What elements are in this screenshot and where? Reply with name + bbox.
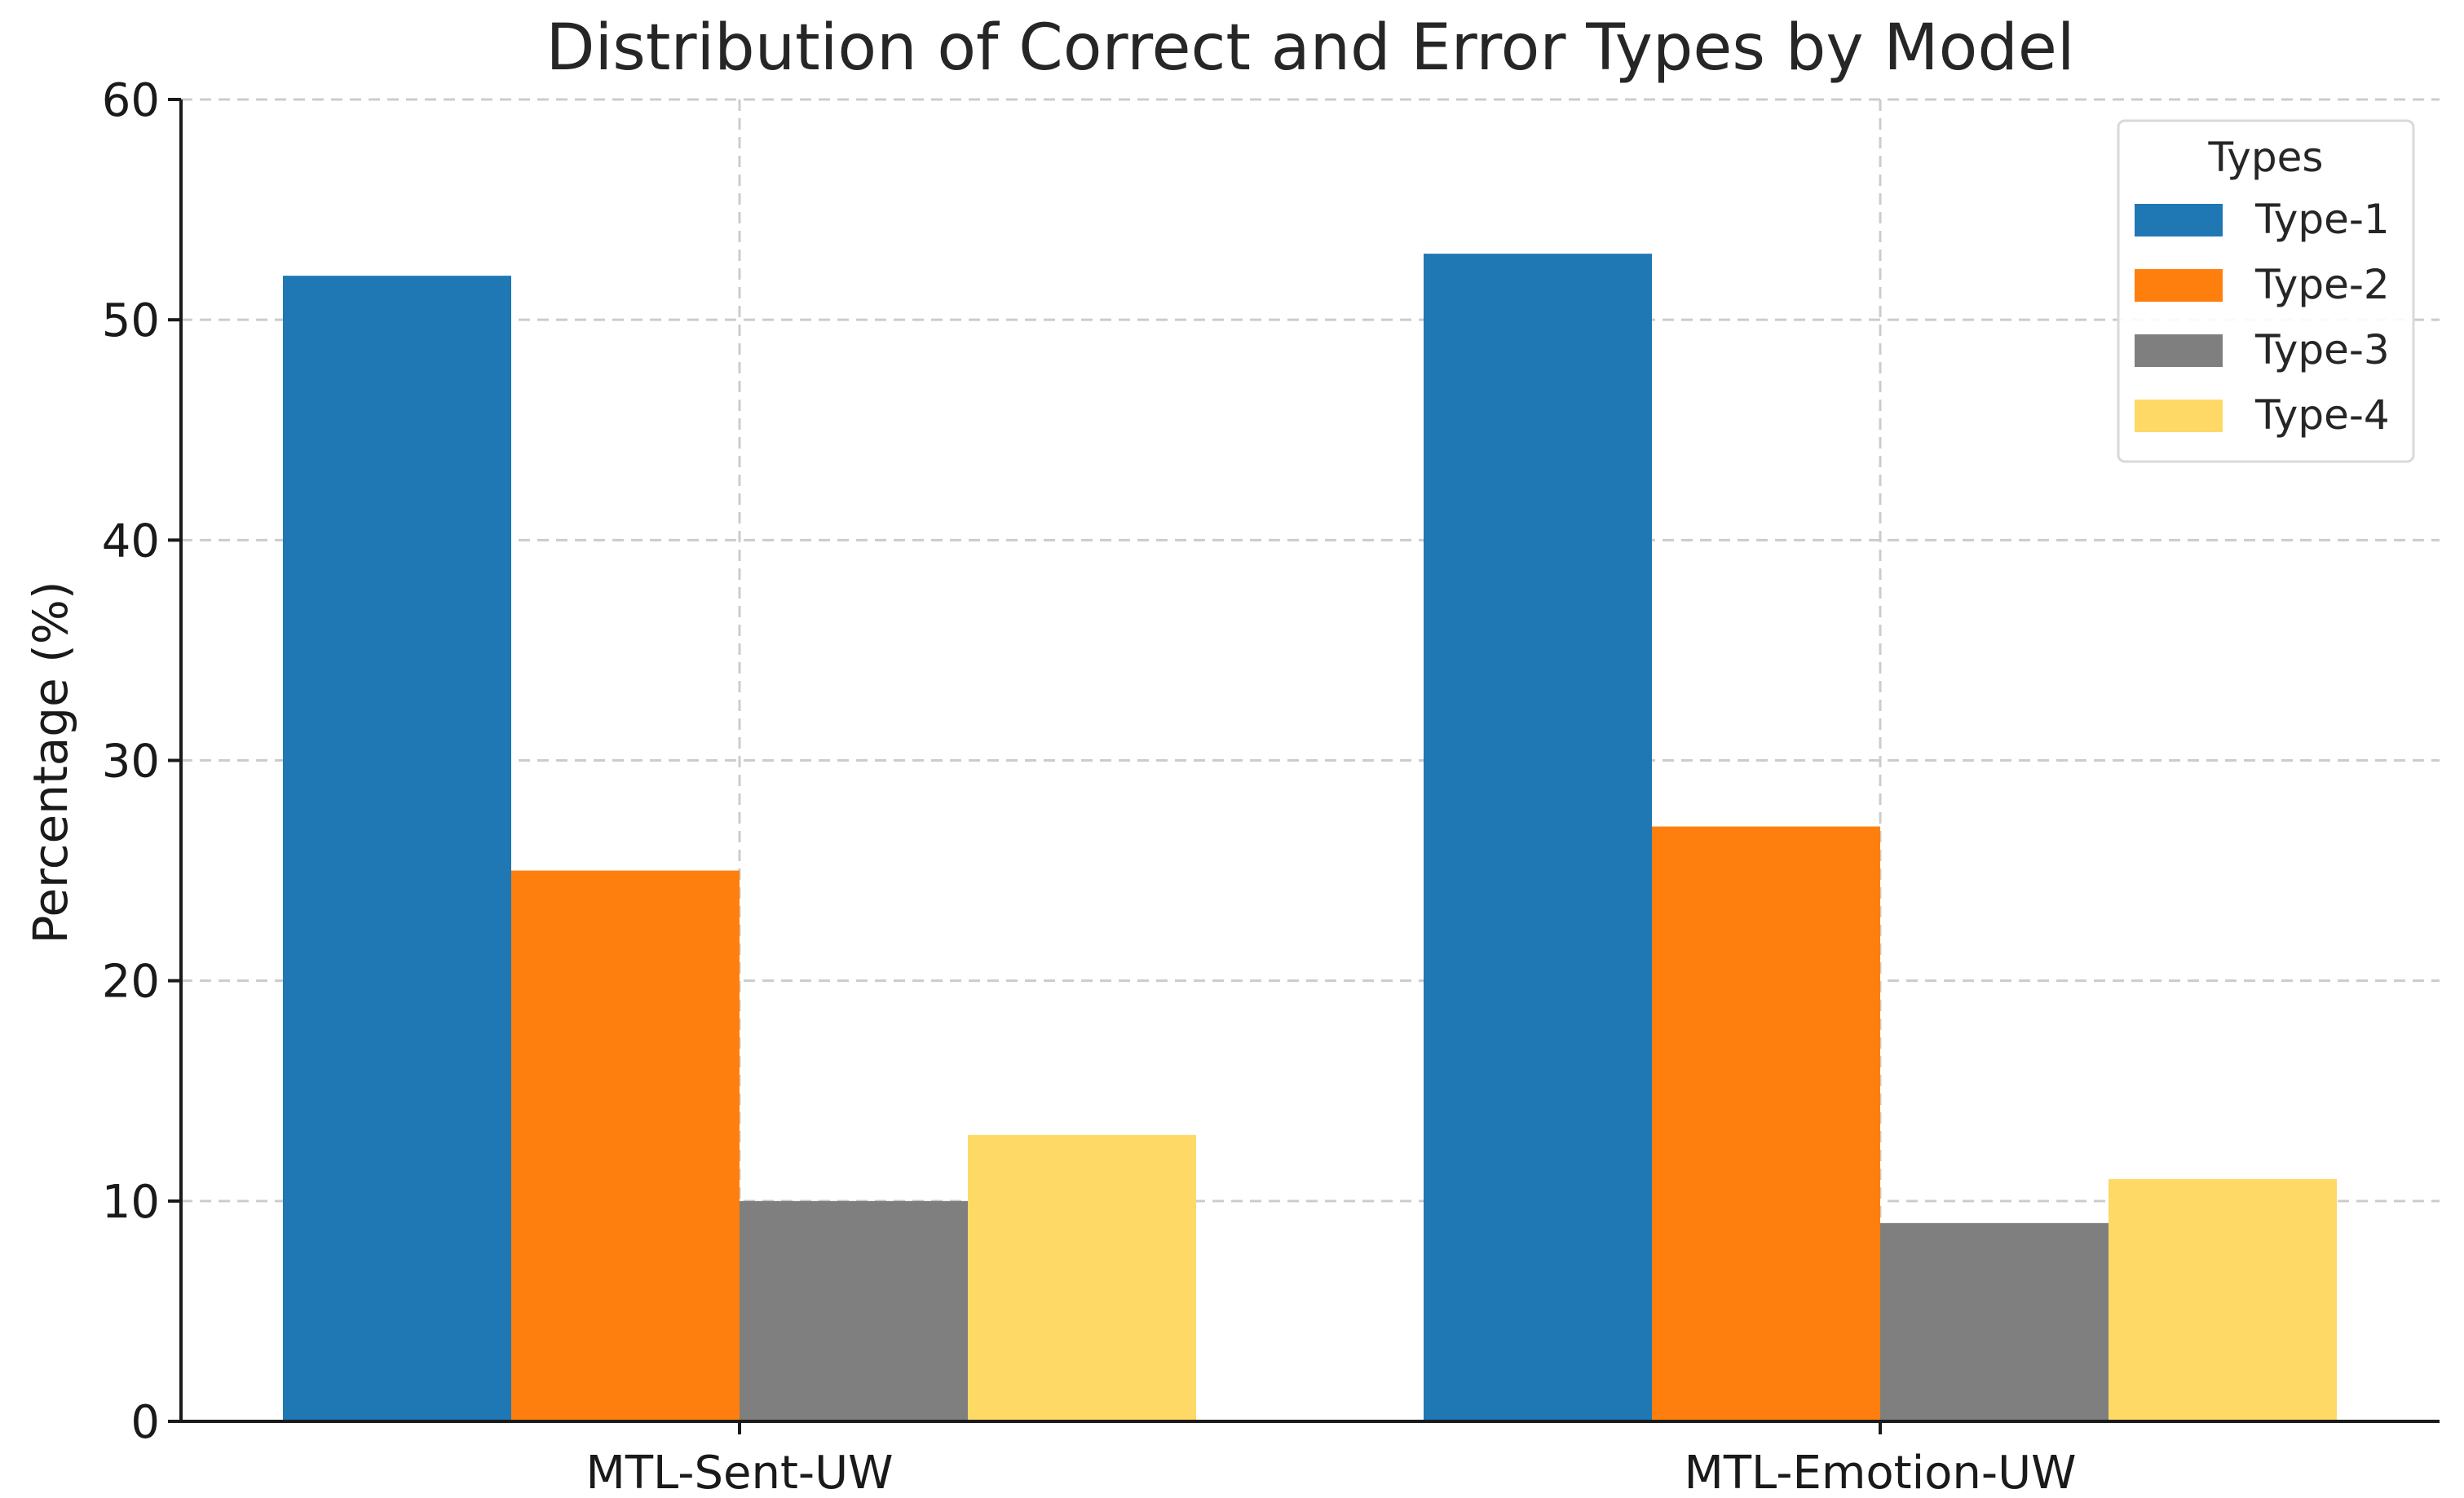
y-tick-label: 30 [102,736,160,789]
legend-title: Types [2208,134,2324,181]
y-tick-label: 60 [102,74,160,127]
legend: Types Type-1 Type-2 Type-3 Type-4 [2117,119,2415,463]
bar-type-3-mtl-sent-uw [740,1200,968,1421]
y-axis-label: Percentage (%) [23,581,78,943]
legend-label-type-1: Type-1 [2254,196,2390,243]
y-tick-label: 0 [130,1396,160,1449]
bar-type-4-mtl-emotion-uw [2109,1178,2337,1421]
bars [283,254,2337,1422]
legend-swatch-type-2 [2135,269,2223,302]
y-tick-labels: 0 10 20 30 40 50 60 [102,74,160,1449]
bar-type-4-mtl-sent-uw [968,1134,1196,1421]
axes [168,98,2440,1434]
y-tick-label: 10 [102,1176,160,1229]
bar-type-2-mtl-emotion-uw [1652,826,1880,1421]
legend-swatch-type-4 [2135,400,2223,432]
bar-type-1-mtl-emotion-uw [1424,254,1652,1421]
y-tick-label: 50 [102,294,160,347]
x-tick-labels: MTL-Sent-UW MTL-Emotion-UW [586,1447,2077,1498]
legend-label-type-2: Type-2 [2254,261,2390,308]
x-tick-label: MTL-Sent-UW [586,1447,894,1498]
legend-label-type-3: Type-3 [2254,326,2390,373]
legend-swatch-type-3 [2135,334,2223,367]
legend-swatch-type-1 [2135,204,2223,236]
chart-title: Distribution of Correct and Error Types … [545,11,2074,85]
legend-label-type-4: Type-4 [2254,391,2390,439]
legend-items: Type-1 Type-2 Type-3 Type-4 [2135,196,2390,439]
bar-type-1-mtl-sent-uw [283,276,511,1422]
y-tick-label: 20 [102,956,160,1009]
bar-type-2-mtl-sent-uw [511,870,740,1421]
x-tick-label: MTL-Emotion-UW [1685,1447,2077,1498]
bar-type-3-mtl-emotion-uw [1880,1222,2109,1421]
y-tick-label: 40 [102,515,160,568]
